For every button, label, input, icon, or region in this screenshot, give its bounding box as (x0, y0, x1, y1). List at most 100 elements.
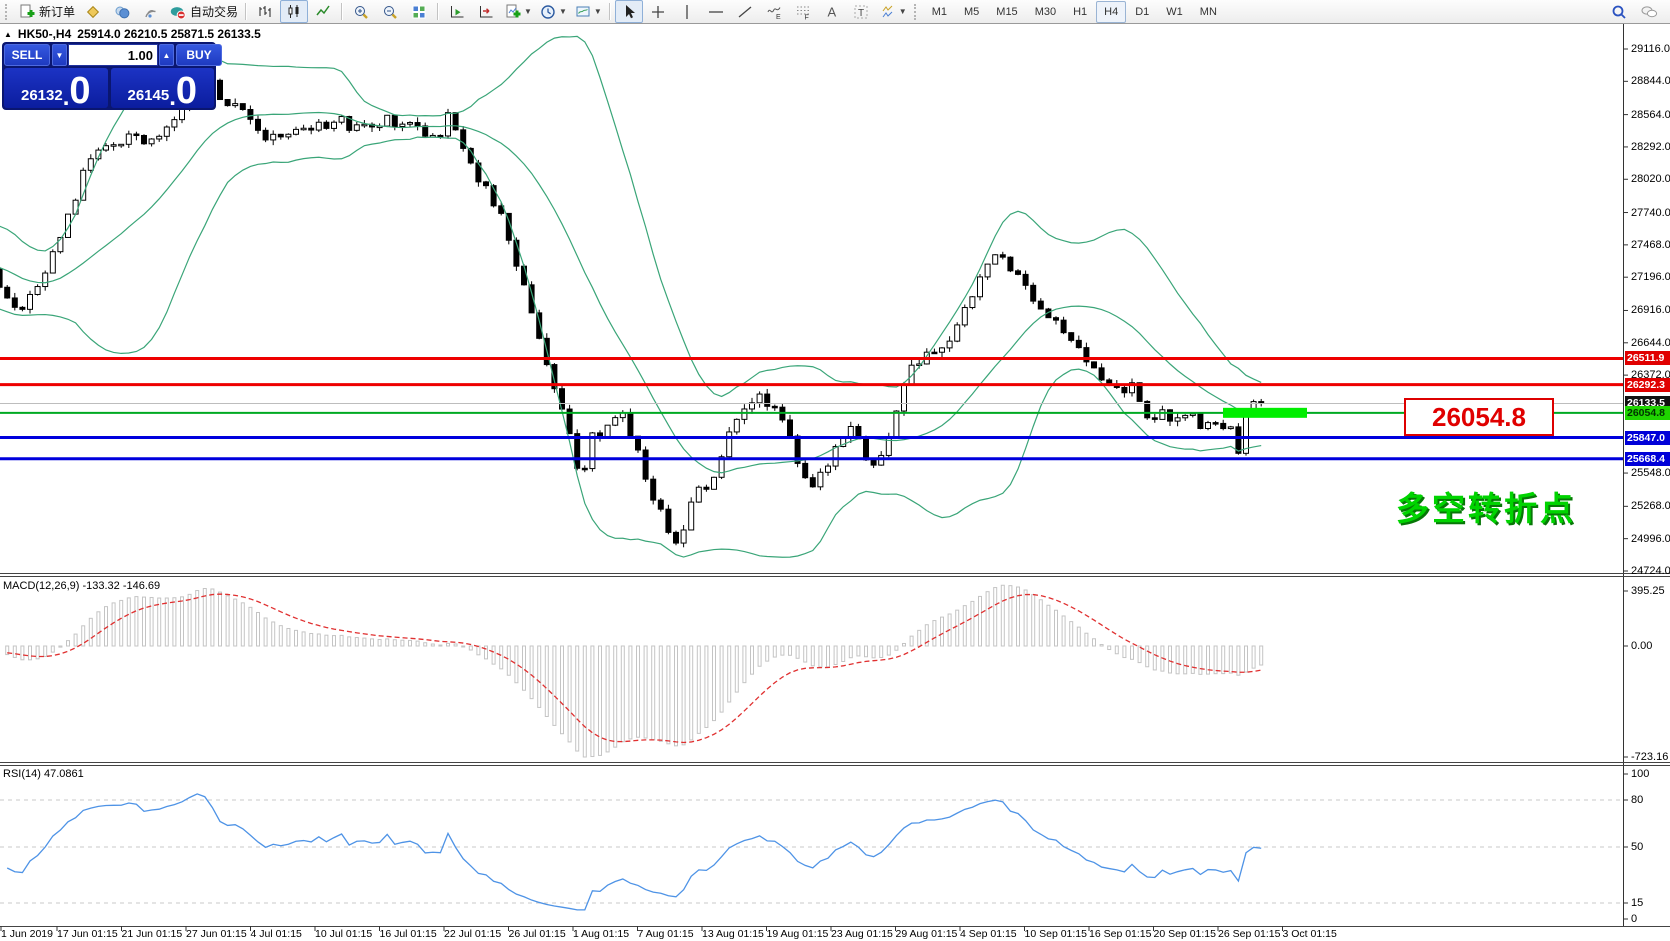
price-line-badge: 26292.3 (1625, 377, 1670, 392)
price-tick-label: 24996.0 (1631, 532, 1670, 545)
tab-timeframe-m30[interactable]: M30 (1034, 5, 1057, 18)
signals-button[interactable] (137, 0, 165, 23)
bar-chart-icon (256, 3, 274, 21)
market-watch-icon (84, 3, 102, 21)
tab-timeframe-w1[interactable]: W1 (1166, 5, 1183, 18)
price-dot: . (169, 83, 176, 111)
macd-name: MACD(12,26,9) (3, 580, 80, 592)
indicators-button[interactable]: ▼ (501, 0, 535, 23)
chart-shift-button[interactable] (472, 0, 500, 23)
tab-timeframe-m5[interactable]: M5 (964, 5, 980, 18)
lot-decrease-button[interactable]: ▼ (52, 44, 67, 66)
sell-button[interactable]: SELL (4, 44, 50, 66)
price-tick-label: 28844.0 (1631, 75, 1670, 88)
timeline-label: 16 Sep 01:15 (1089, 928, 1152, 940)
trendline-icon (736, 3, 754, 21)
price-fraction: 0 (69, 69, 91, 112)
lot-increase-button[interactable]: ▲ (159, 44, 174, 66)
timeline-label: 20 Sep 01:15 (1153, 928, 1216, 940)
horizontal-line-tool-button[interactable] (702, 0, 730, 23)
price-line-badge: 25847.0 (1625, 430, 1670, 445)
timeline-label: 10 Sep 01:15 (1024, 928, 1087, 940)
price-tick-label: 26916.0 (1631, 304, 1670, 317)
templates-button[interactable]: ▼ (571, 0, 605, 23)
chevron-down-icon[interactable]: ▼ (524, 7, 532, 16)
search-icon[interactable] (1610, 3, 1628, 21)
line-chart-button[interactable] (309, 0, 337, 23)
auto-scroll-icon (448, 3, 466, 21)
chat-icon[interactable] (1640, 3, 1658, 21)
candle-chart-button[interactable] (280, 0, 309, 23)
price-line-badge: 25668.4 (1625, 451, 1670, 466)
text-label-icon: T (852, 3, 870, 19)
svg-text:A: A (827, 4, 836, 19)
tab-timeframe-mn[interactable]: MN (1199, 5, 1217, 18)
toolbar-separator (341, 3, 344, 20)
new-order-label: 新订单 (39, 5, 76, 19)
tab-timeframe-h1[interactable]: H1 (1073, 5, 1088, 18)
toolbar-gripper[interactable] (5, 3, 11, 20)
svg-text:E: E (776, 14, 781, 21)
lot-size-input[interactable] (68, 44, 158, 66)
bar-chart-button[interactable] (251, 0, 279, 23)
cursor-tool-button[interactable] (614, 0, 643, 23)
chevron-down-icon[interactable]: ▼ (593, 7, 602, 16)
elliott-wave-tool-button[interactable]: E (760, 0, 788, 23)
price-line-badge: 26054.8 (1625, 405, 1670, 420)
zoom-out-icon (381, 3, 399, 21)
price-alert-label[interactable]: 26054.8 (1404, 398, 1554, 436)
crosshair-tool-button[interactable] (644, 0, 672, 23)
timeline-label: 19 Aug 01:15 (766, 928, 829, 940)
chevron-down-icon[interactable]: ▼ (558, 7, 567, 16)
tab-timeframe-m15[interactable]: M15 (996, 5, 1018, 18)
toolbar-gripper[interactable] (913, 3, 920, 20)
price-dot: . (62, 83, 70, 111)
periods-clock-icon (539, 3, 557, 21)
signals-icon (142, 3, 160, 18)
tile-windows-button[interactable] (405, 0, 433, 23)
chevron-down-icon[interactable]: ▼ (898, 7, 907, 16)
new-order-button[interactable]: 新订单 (15, 0, 78, 23)
arrows-icon (879, 3, 897, 21)
tab-timeframe-d1[interactable]: D1 (1135, 5, 1150, 18)
timeline-label: 7 Aug 01:15 (637, 928, 694, 940)
one-click-trading-panel: SELL ▼ ▲ BUY 26132.0 26145.0 (2, 42, 222, 112)
cursor-icon (625, 4, 635, 18)
autotrading-button[interactable]: 自动交易 (166, 0, 241, 23)
vertical-line-tool-button[interactable] (673, 0, 701, 23)
text-tool-button[interactable]: A (818, 0, 846, 23)
zoom-in-button[interactable] (347, 0, 375, 23)
chart-symbol-period: HK50-,H4 (17, 27, 72, 41)
collapse-arrow-icon[interactable]: ▲ (4, 29, 12, 39)
periods-button[interactable]: ▼ (536, 0, 570, 23)
price-tick-label: 27740.0 (1631, 206, 1670, 219)
rsi-axis-label: 50 (1631, 841, 1644, 853)
tab-timeframe-m1[interactable]: M1 (931, 5, 947, 18)
price-integer: 26145 (127, 87, 170, 104)
macd-pane-label: MACD(12,26,9) -133.32 -146.69 (3, 580, 160, 592)
zoom-out-button[interactable] (376, 0, 404, 23)
buy-price-display[interactable]: 26145. 0 (110, 68, 214, 111)
sell-price-display[interactable]: 26132. 0 (4, 68, 108, 112)
text-label-tool-button[interactable]: T (847, 0, 875, 23)
rsi-axis-label: 80 (1631, 794, 1644, 806)
timeline-label: 26 Jul 01:15 (508, 928, 566, 940)
price-tick-label: 27468.0 (1631, 238, 1670, 251)
fibonacci-tool-button[interactable]: F (789, 0, 817, 23)
auto-scroll-button[interactable] (443, 0, 471, 23)
community-button[interactable] (108, 0, 136, 23)
lot-size-control: ▼ ▲ (52, 44, 174, 66)
tile-windows-icon (410, 3, 428, 21)
market-watch-button[interactable] (79, 0, 107, 23)
price-tick-label: 28564.0 (1631, 108, 1670, 121)
price-tick-label: 24724.0 (1631, 564, 1670, 577)
tab-timeframe-h4[interactable]: H4 (1096, 0, 1127, 23)
rsi-axis-label: 0 (1631, 913, 1638, 925)
timeline-label: 4 Jul 01:15 (250, 928, 302, 940)
timeline-label: 1 Aug 01:15 (573, 928, 630, 940)
trendline-tool-button[interactable] (731, 0, 759, 23)
toolbar-separator (245, 3, 248, 20)
buy-button[interactable]: BUY (176, 44, 222, 66)
arrows-tool-button[interactable]: ▼ (876, 0, 910, 23)
